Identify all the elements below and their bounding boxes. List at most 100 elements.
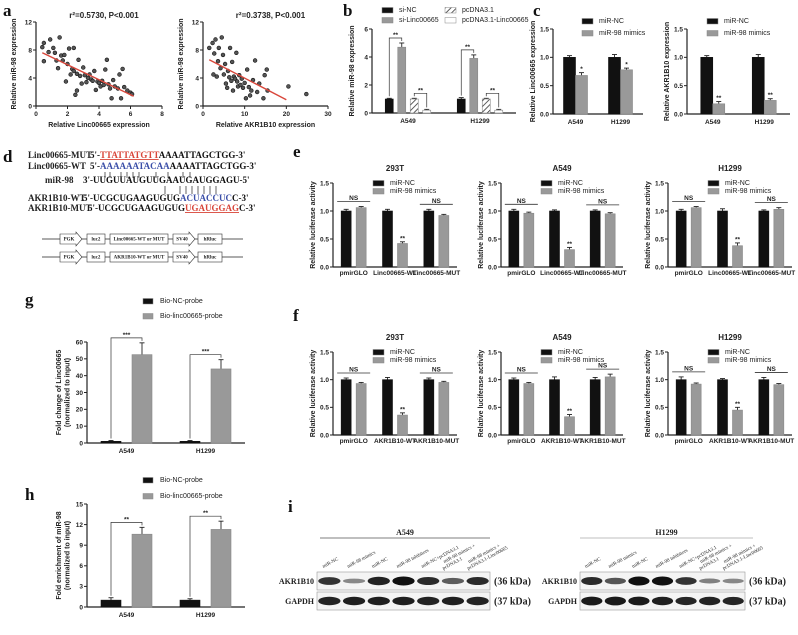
bar [438,382,450,436]
data-point [234,79,240,84]
y-tick-label: 0.5 [320,236,329,243]
data-point [238,82,243,88]
data-point [103,67,108,72]
data-point [51,45,56,51]
bar [763,100,777,115]
legend-label: Bio-NC-probe [160,298,203,305]
data-point [207,45,212,51]
protein-band [392,596,415,606]
legend-label: miR-98 mimics [725,188,772,195]
bar [179,599,201,608]
y-tick-label: 40 [76,373,84,380]
data-point [243,96,249,101]
y-tick-label: 1.0 [488,208,497,215]
category-label: H1299 [196,612,216,619]
bar [397,243,408,268]
bar [210,368,232,444]
promoter-arrow-icon [172,231,196,247]
construct-part-label: hRluc [204,256,218,261]
sequence-segment: 5'- [90,150,100,160]
bar [564,416,575,436]
construct-part-label: SV40 [176,256,188,261]
data-point [93,87,99,93]
sequence: 3'-UUGUUAUGUUGAAUGAUGGAGU-5' [83,175,250,185]
bar [549,210,560,268]
protein-band [466,596,489,606]
category-label: AKR1B10-MUT [580,438,626,445]
category-label: Linc00665-WT [373,270,417,277]
bar [494,109,504,114]
legend-swatch [706,18,719,25]
chart-title: H1299 [718,164,742,173]
bar [758,210,770,268]
data-point [55,65,61,71]
panel-label-d: d [3,147,13,166]
significance-bracket [460,49,475,96]
x-axis-label: Relative AKR1B10 expression [216,122,315,129]
y-axis-label-line: Fold enrichment of miR-98 [56,511,63,599]
bar [773,209,785,268]
legend-label: miR-NC [558,349,583,356]
ns-label: NS [767,366,777,373]
category-label: Linc00665-WT [708,270,752,277]
data-point [214,74,219,79]
significance-label: ** [400,406,406,413]
legend-label: miR-NC [725,180,750,187]
category-label: AKR1B10-MUT [748,438,794,445]
legend-swatch [540,349,553,356]
legend-swatch [142,477,154,484]
legend-label: Bio-NC-probe [160,477,203,484]
category-label: A549 [705,119,721,126]
category-label: H1299 [196,448,216,455]
y-tick-label: 2 [364,82,368,89]
sequence-segment: 5'- [90,161,100,171]
lane-label-line: miR-NC [322,557,340,570]
y-tick-label: 0 [195,103,199,110]
data-point [104,57,110,62]
y-tick-label: 1.0 [320,208,329,215]
significance-label: * [580,66,583,73]
x-tick-label: 2 [66,111,70,118]
category-label: pmirGLO [507,270,535,277]
x-tick-label: 0 [34,111,38,118]
molecular-weight-label: (36 kDa) [749,577,786,588]
protein-band [417,596,440,606]
data-point [234,50,239,55]
y-tick-label: 6 [364,26,368,33]
y-axis-label: Relative luciferase activity [478,350,485,438]
promoter-arrow-icon [172,249,196,265]
bar [575,75,588,115]
ns-label: NS [684,365,694,372]
legend-label: pcDNA3.1-Linc00665 [462,17,529,24]
significance-label: ** [768,92,774,99]
data-point [118,96,124,101]
ns-label: NS [432,198,442,205]
ns-label: NS [349,367,359,374]
significance-label: ** [735,401,741,408]
bar [100,441,122,444]
sequence-segment: AAAATTAGCTGG-3' [170,161,257,171]
data-point [211,72,216,77]
protein-band [367,576,390,586]
data-point [57,35,62,40]
x-tick-label: 6 [129,111,133,118]
bar [675,379,687,436]
data-point [223,81,229,86]
panel-label-e: e [293,142,301,161]
sequence-segment: 5'-UCGCUGAAGUGUG [88,203,185,213]
protein-band [367,596,390,606]
bar [382,379,393,436]
protein-band [417,576,440,586]
data-point [41,40,47,46]
y-axis-label: Relative luciferase activity [645,350,652,438]
data-point [47,37,53,42]
y-tick-label: 20 [76,407,84,414]
y-tick-label: 1.0 [655,208,664,215]
significance-label: *** [202,349,210,356]
data-point [62,52,67,58]
y-tick-label: 1.5 [674,26,683,33]
protein-band [581,576,603,586]
sequence-segment: 5'-UCGCUGAAGUGUG [83,193,180,203]
